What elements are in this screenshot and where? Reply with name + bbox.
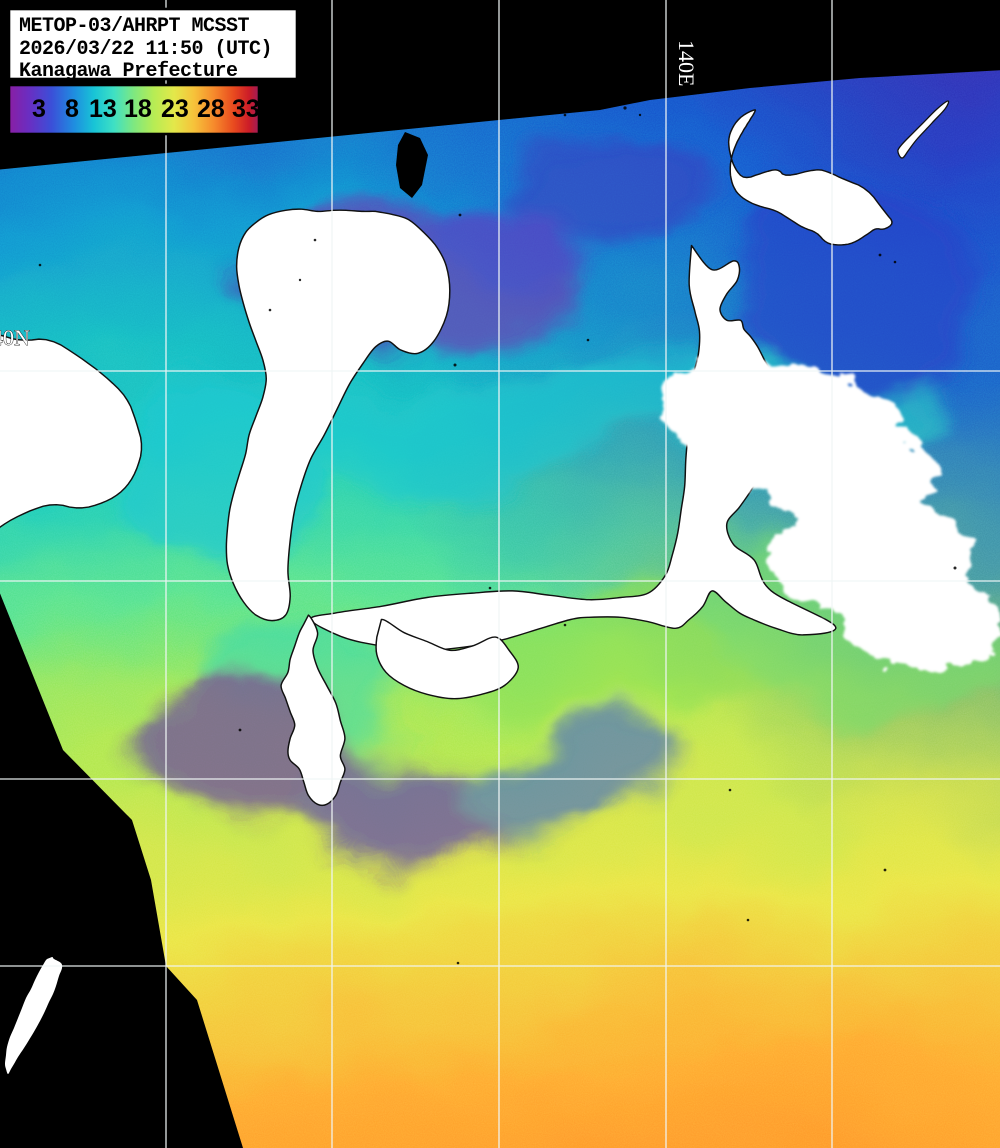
svg-text:2026/03/22 11:50 (UTC): 2026/03/22 11:50 (UTC): [19, 38, 272, 61]
svg-text:13: 13: [89, 95, 117, 123]
svg-text:28: 28: [197, 95, 225, 123]
svg-text:18: 18: [124, 95, 152, 123]
svg-text:METOP-03/AHRPT MCSST: METOP-03/AHRPT MCSST: [19, 15, 250, 38]
svg-text:Kanagawa Prefecture: Kanagawa Prefecture: [19, 60, 238, 83]
svg-text:33: 33: [232, 95, 260, 123]
svg-text:140E: 140E: [674, 40, 699, 86]
svg-text:23: 23: [161, 95, 189, 123]
svg-text:3: 3: [32, 95, 46, 123]
svg-text:40N: 40N: [0, 325, 30, 350]
svg-text:8: 8: [65, 95, 79, 123]
